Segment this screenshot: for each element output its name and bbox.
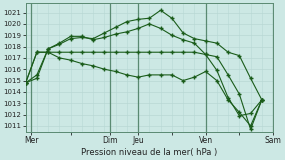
X-axis label: Pression niveau de la mer( hPa ): Pression niveau de la mer( hPa ) [81, 148, 217, 156]
